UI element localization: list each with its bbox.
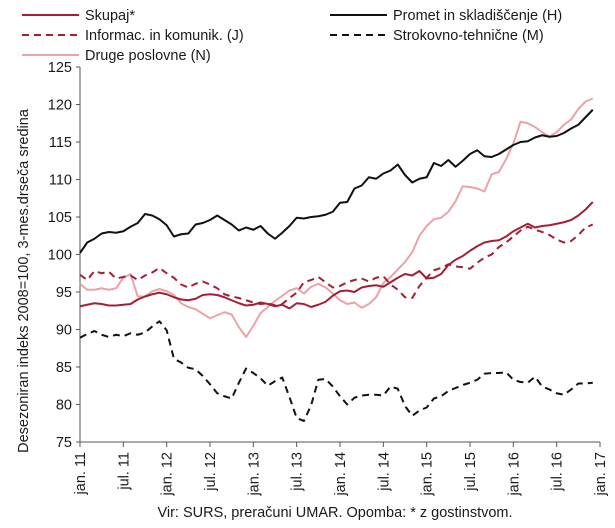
x-tick-label: jul. 16	[550, 452, 566, 492]
y-axis: 75 80 85 90 95 100 105 110 115 120 125	[48, 60, 81, 451]
y-tick-label: 110	[49, 173, 72, 189]
x-tick-label: jan. 16	[506, 452, 522, 497]
y-axis-title: Desezoniran indeks 2008=100, 3-mes.drseč…	[16, 108, 32, 453]
x-tick-label: jul. 13	[290, 452, 306, 492]
series-line-4	[79, 97, 594, 338]
y-tick-label: 120	[48, 98, 72, 114]
x-tick-label: jan. 17	[593, 452, 609, 497]
y-tick-label: 105	[48, 210, 72, 226]
series-group	[79, 97, 594, 422]
x-tick-label: jan. 12	[160, 452, 176, 497]
x-tick-label: jan. 14	[333, 452, 349, 497]
source-note: Vir: SURS, preračuni UMAR. Opomba: * z g…	[157, 505, 512, 521]
legend-label-0: Skupaj*	[85, 8, 135, 24]
y-tick-label: 115	[49, 135, 72, 151]
y-tick-label: 90	[56, 323, 72, 339]
series-line-1	[79, 109, 594, 254]
series-line-3	[79, 320, 593, 422]
y-tick-label: 85	[56, 360, 72, 376]
y-tick-label: 80	[56, 398, 72, 414]
legend-label-4: Druge poslovne (N)	[85, 48, 211, 64]
x-axis: jan. 11 jul. 11 jan. 12 jul. 12 jan. 13 jul. …	[73, 441, 609, 497]
legend-label-3: Strokovno-tehnične (M)	[393, 28, 544, 44]
y-tick-label: 125	[48, 60, 72, 76]
legend-label-2: Informac. in komunik. (J)	[85, 28, 244, 44]
legend: Skupaj* Promet in skladiščenje (H) Informa…	[22, 8, 562, 64]
y-tick-label: 100	[48, 248, 72, 264]
series-line-0	[79, 201, 594, 310]
x-tick-label: jul. 12	[203, 452, 219, 492]
x-tick-label: jul. 15	[463, 452, 479, 492]
legend-label-1: Promet in skladiščenje (H)	[393, 8, 562, 24]
x-tick-label: jan. 11	[73, 452, 89, 495]
x-tick-label: jan. 13	[246, 452, 262, 497]
series-line-2	[79, 223, 594, 307]
y-tick-label: 75	[56, 435, 72, 451]
x-tick-label: jul. 11	[116, 452, 132, 491]
x-tick-label: jul. 14	[376, 452, 392, 492]
x-tick-label: jan. 15	[420, 452, 436, 497]
y-tick-label: 95	[56, 285, 72, 301]
